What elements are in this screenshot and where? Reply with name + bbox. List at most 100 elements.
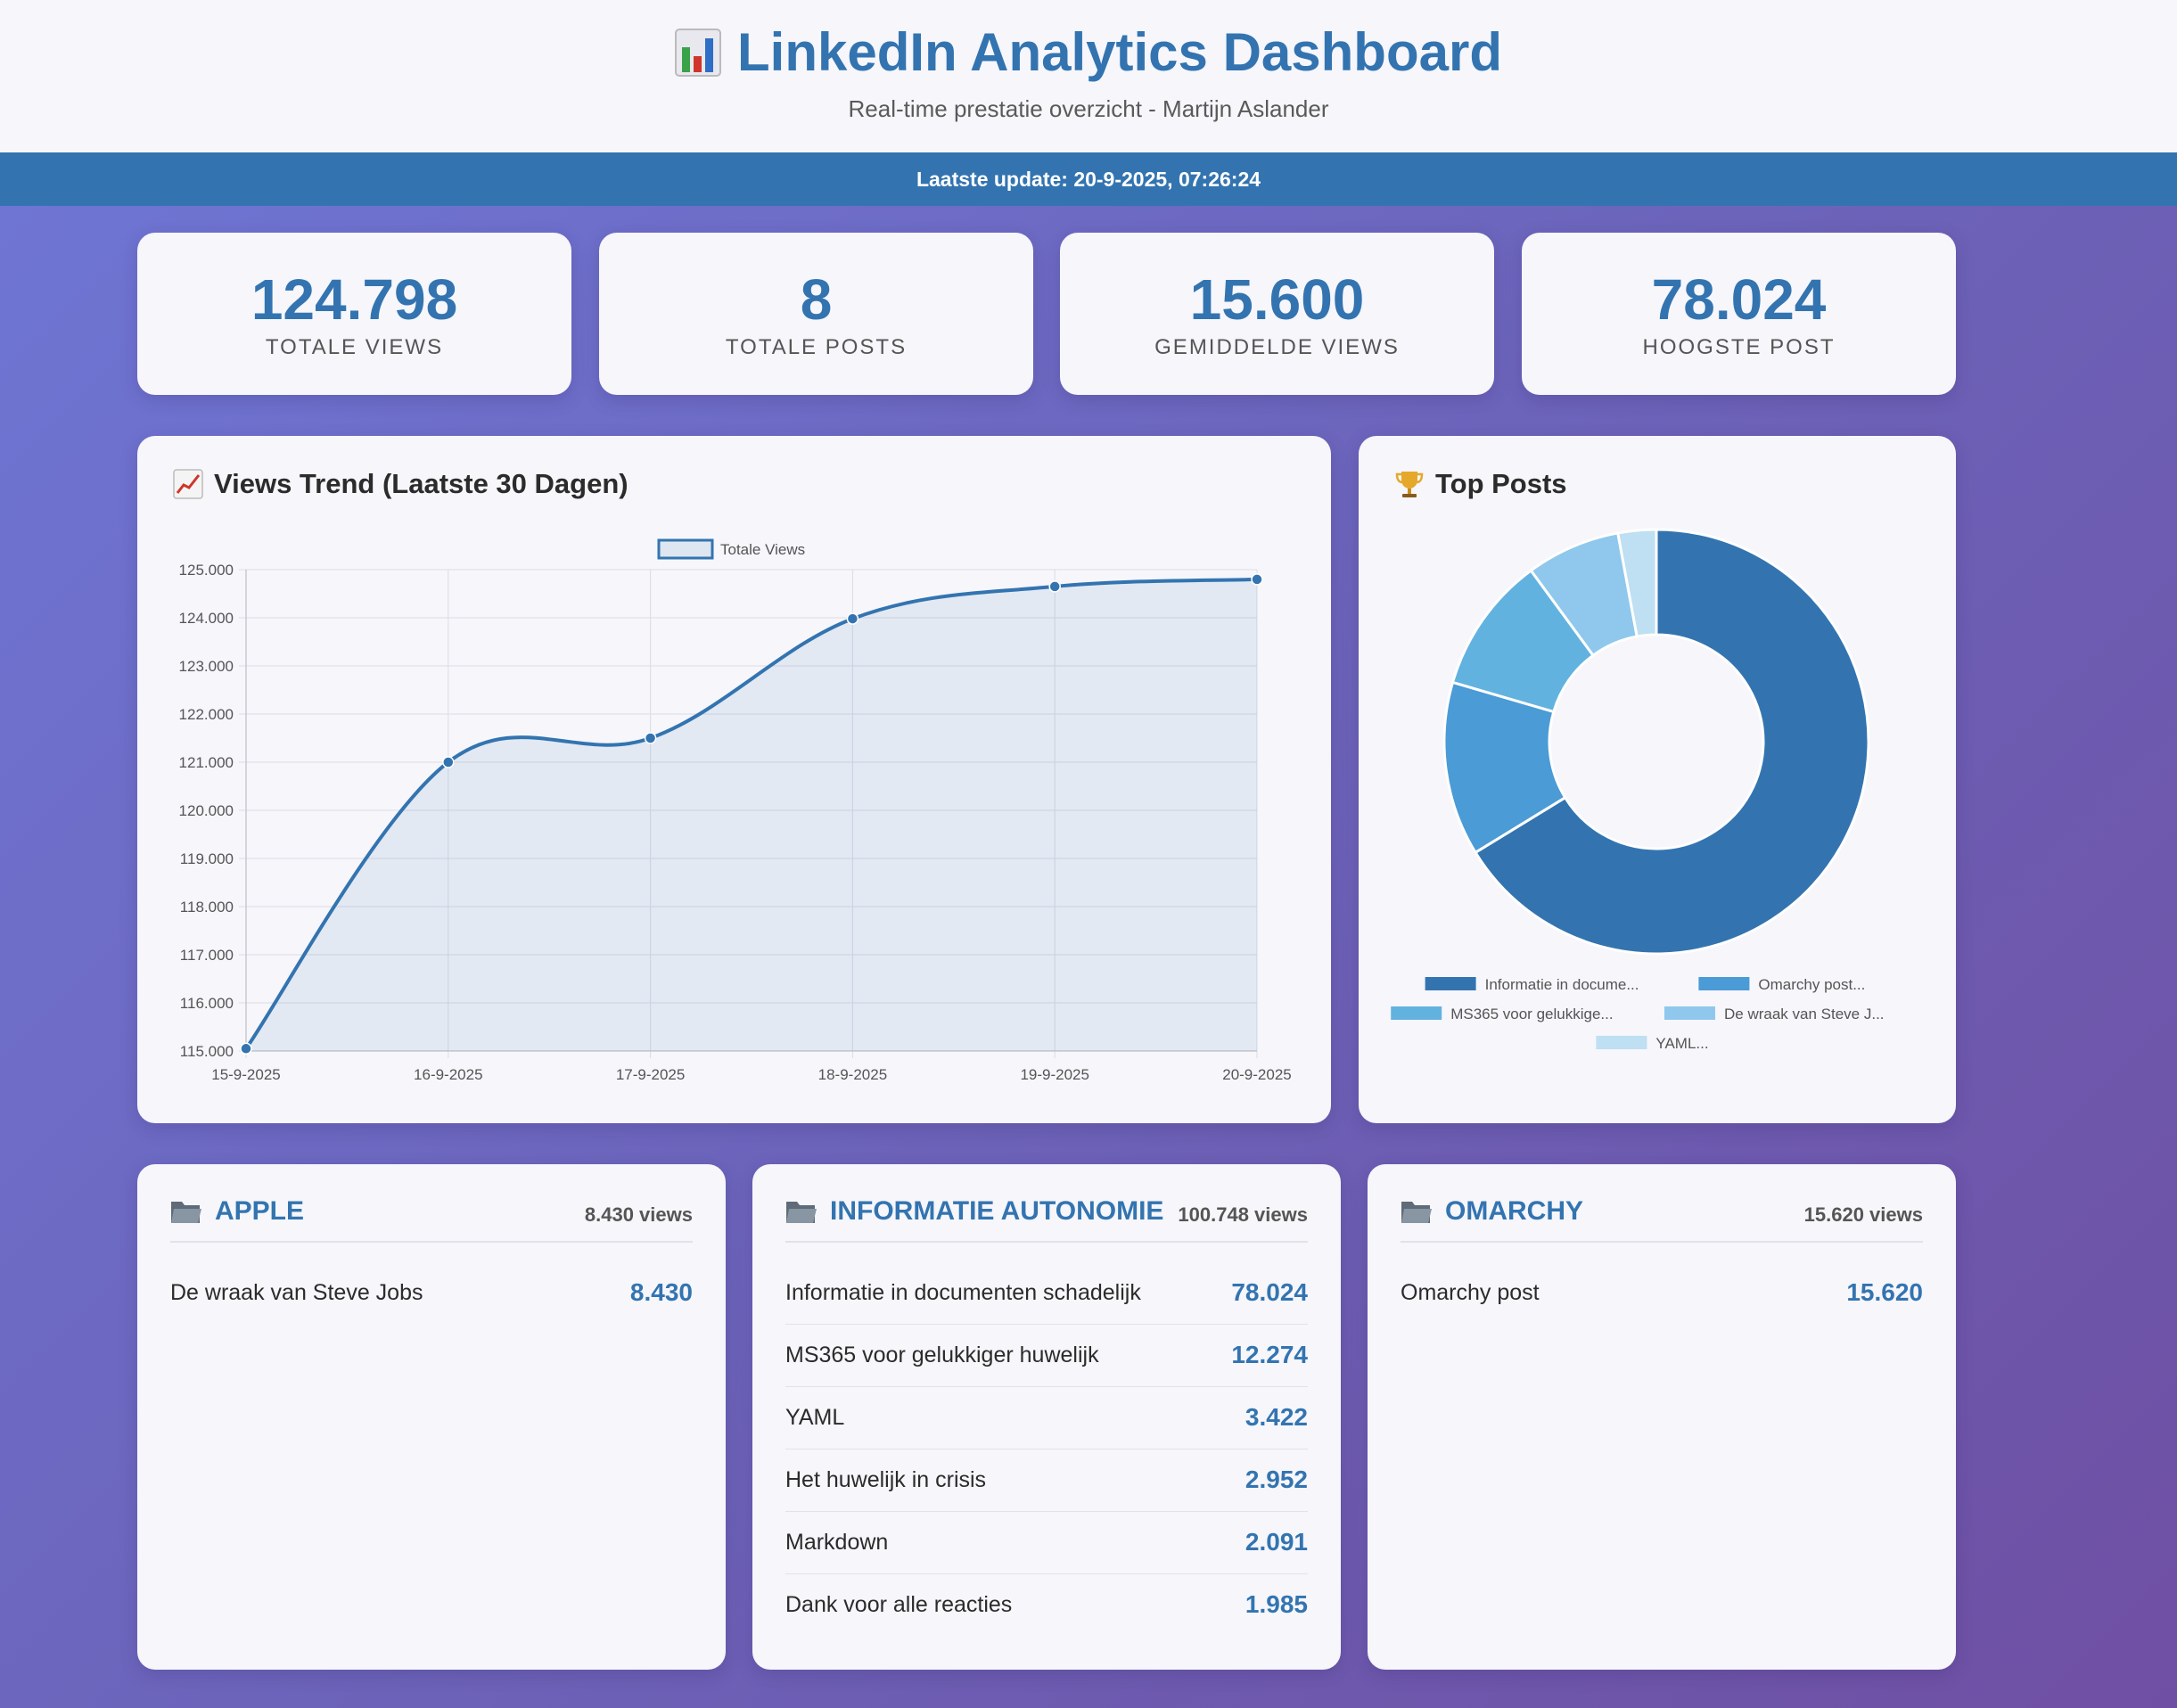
post-row: Omarchy post 15.620	[1401, 1262, 1923, 1325]
category-views: 8.430 views	[584, 1203, 693, 1226]
post-views: 78.024	[1231, 1278, 1308, 1306]
legend-swatch	[1698, 977, 1750, 990]
y-tick-label: 116.000	[180, 995, 234, 1012]
y-tick-label: 125.000	[179, 562, 234, 579]
post-list: Omarchy post 15.620	[1401, 1262, 1923, 1325]
post-row: De wraak van Steve Jobs 8.430	[170, 1262, 693, 1325]
series-area	[246, 579, 1257, 1051]
category-header: OMARCHY 15.620 views	[1401, 1191, 1923, 1243]
legend-label: YAML...	[1655, 1035, 1708, 1052]
category-card-informatie-autonomie: INFORMATIE AUTONOMIE 100.748 views Infor…	[752, 1164, 1341, 1670]
x-tick-label: 19-9-2025	[1020, 1066, 1089, 1083]
x-tick-label: 17-9-2025	[616, 1066, 686, 1083]
post-row: MS365 voor gelukkiger huwelijk 12.274	[785, 1325, 1308, 1387]
views-trend-chart: 125.000 124.000 123.000 122.000 121.000 120.0…	[179, 538, 1292, 1083]
folder-icon	[171, 1202, 201, 1223]
y-tick-label: 120.000	[179, 802, 234, 819]
post-views: 2.091	[1245, 1528, 1308, 1556]
post-views: 12.274	[1231, 1341, 1308, 1368]
legend-label: Omarchy post...	[1758, 976, 1865, 993]
post-title: YAML	[785, 1405, 845, 1430]
category-name-text: APPLE	[215, 1196, 305, 1226]
stat-value: 15.600	[1189, 267, 1365, 332]
post-views: 3.422	[1245, 1403, 1308, 1431]
post-list: De wraak van Steve Jobs 8.430	[170, 1262, 693, 1325]
category-name-text: INFORMATIE AUTONOMIE	[830, 1196, 1164, 1226]
stat-value: 78.024	[1651, 267, 1827, 332]
post-views: 1.985	[1245, 1590, 1308, 1618]
post-title: MS365 voor gelukkiger huwelijk	[785, 1343, 1099, 1367]
stat-label: Gemiddelde Views	[1154, 335, 1400, 359]
category-name-text: OMARCHY	[1445, 1196, 1583, 1226]
category-name: INFORMATIE AUTONOMIE	[785, 1196, 1163, 1227]
stat-card-total-views: 124.798 Totale Views	[137, 233, 571, 395]
stat-label: Totale Views	[265, 335, 444, 359]
chart-increasing-icon	[173, 469, 203, 499]
legend-label: Informatie in docume...	[1485, 976, 1639, 993]
data-point	[644, 732, 657, 744]
y-tick-label: 119.000	[180, 850, 234, 867]
legend-swatch	[1596, 1036, 1647, 1049]
stat-value: 8	[800, 267, 833, 332]
post-views: 2.952	[1245, 1466, 1308, 1493]
x-tick-label: 16-9-2025	[414, 1066, 483, 1083]
top-posts-chart: Informatie in docume... Omarchy post... MS…	[1391, 528, 1885, 1052]
post-title: De wraak van Steve Jobs	[170, 1280, 423, 1305]
data-point	[442, 756, 455, 768]
page-header: LinkedIn Analytics Dashboard Real-time p…	[0, 0, 2177, 152]
views-trend-title-text: Views Trend (Laatste 30 Dagen)	[214, 468, 628, 499]
last-update-bar: Laatste update: 20-9-2025, 07:26:24	[0, 152, 2177, 206]
post-title: Informatie in documenten schadelijk	[785, 1280, 1141, 1305]
category-header: APPLE 8.430 views	[170, 1191, 693, 1243]
last-update-text: Laatste update: 20-9-2025, 07:26:24	[916, 167, 1261, 191]
data-point	[1048, 580, 1061, 593]
category-views: 15.620 views	[1803, 1203, 1923, 1226]
legend-swatch	[1391, 1006, 1442, 1020]
category-header: INFORMATIE AUTONOMIE 100.748 views	[785, 1191, 1308, 1243]
post-title: Het huwelijk in crisis	[785, 1467, 987, 1492]
x-tick-label: 18-9-2025	[818, 1066, 888, 1083]
views-trend-panel: Views Trend (Laatste 30 Dagen) 125.000 12…	[137, 436, 1331, 1123]
post-title: Markdown	[785, 1530, 889, 1555]
y-tick-label: 121.000	[179, 754, 234, 771]
post-row: YAML 3.422	[785, 1387, 1308, 1449]
legend-label: Totale Views	[720, 541, 805, 558]
legend-label: De wraak van Steve J...	[1724, 1006, 1885, 1022]
data-point	[240, 1042, 252, 1055]
data-point	[1251, 573, 1263, 586]
page-title: LinkedIn Analytics Dashboard	[0, 21, 2177, 83]
post-row: Het huwelijk in crisis 2.952	[785, 1449, 1308, 1512]
top-posts-title: Top Posts	[1394, 468, 1567, 500]
post-title: Omarchy post	[1401, 1280, 1540, 1305]
post-title: Dank voor alle reacties	[785, 1592, 1013, 1617]
top-posts-title-text: Top Posts	[1435, 468, 1567, 499]
folder-icon	[1401, 1202, 1432, 1223]
y-tick-label: 122.000	[179, 706, 234, 723]
stat-card-total-posts: 8 Totale Posts	[599, 233, 1033, 395]
stat-value: 124.798	[251, 267, 458, 332]
y-tick-label: 124.000	[179, 610, 234, 627]
pie-slice	[1473, 528, 1870, 956]
views-trend-title: Views Trend (Laatste 30 Dagen)	[173, 468, 628, 500]
data-point	[846, 612, 859, 625]
post-row: Informatie in documenten schadelijk 78.0…	[785, 1262, 1308, 1325]
post-views: 8.430	[629, 1278, 693, 1306]
post-views: 15.620	[1846, 1278, 1923, 1306]
y-tick-label: 115.000	[180, 1043, 234, 1060]
category-card-omarchy: OMARCHY 15.620 views Omarchy post 15.620	[1368, 1164, 1956, 1670]
stat-card-average-views: 15.600 Gemiddelde Views	[1060, 233, 1494, 395]
folder-icon	[786, 1202, 817, 1223]
category-name: OMARCHY	[1401, 1196, 1583, 1227]
stat-label: Hoogste Post	[1642, 335, 1836, 359]
top-posts-panel: Top Posts Informatie in docume... Omarchy…	[1359, 436, 1956, 1123]
y-tick-label: 123.000	[179, 658, 234, 675]
post-list: Informatie in documenten schadelijk 78.0…	[785, 1262, 1308, 1637]
category-views: 100.748 views	[1178, 1203, 1308, 1226]
page-subtitle: Real-time prestatie overzicht - Martijn …	[848, 95, 1329, 122]
trophy-icon	[1395, 472, 1424, 497]
page-title-text: LinkedIn Analytics Dashboard	[737, 22, 1502, 82]
pie-slice	[1442, 680, 1567, 855]
legend-swatch	[1425, 977, 1476, 990]
bar-chart-icon	[675, 28, 722, 77]
y-tick-label: 118.000	[180, 899, 234, 916]
